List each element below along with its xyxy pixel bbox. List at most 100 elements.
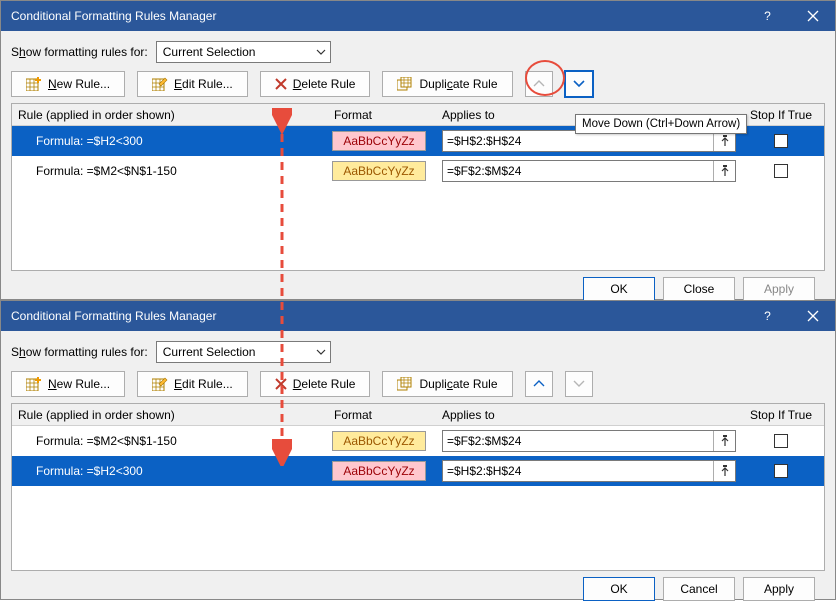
header-rule: Rule (applied in order shown) <box>16 108 332 122</box>
tooltip-move-down: Move Down (Ctrl+Down Arrow) <box>575 114 747 134</box>
stop-if-true-checkbox[interactable] <box>774 134 788 148</box>
header-format: Format <box>332 408 436 422</box>
rule-formula: Formula: =$H2<300 <box>16 464 332 478</box>
ok-button[interactable]: OK <box>583 277 655 301</box>
duplicate-rule-label: Duplicate Rule <box>419 377 497 391</box>
applies-to-field[interactable] <box>443 434 713 448</box>
range-picker-button[interactable] <box>713 161 735 181</box>
header-stop: Stop If True <box>742 108 820 122</box>
grid-header: Rule (applied in order shown) Format App… <box>12 404 824 426</box>
close-window-button[interactable] <box>790 1 835 31</box>
dialog-footer: OK Cancel Apply <box>11 571 825 607</box>
scope-value: Current Selection <box>163 345 256 359</box>
range-picker-icon <box>719 135 731 147</box>
range-picker-button[interactable] <box>713 431 735 451</box>
titlebar: Conditional Formatting Rules Manager ? <box>1 1 835 31</box>
help-button[interactable]: ? <box>745 1 790 31</box>
stop-if-true-checkbox[interactable] <box>774 464 788 478</box>
new-rule-button[interactable]: New Rule... <box>11 71 125 97</box>
rules-grid: Rule (applied in order shown) Format App… <box>11 403 825 571</box>
delete-rule-label: Delete Rule <box>293 77 356 91</box>
cancel-button[interactable]: Cancel <box>663 577 735 601</box>
close-button[interactable]: Close <box>663 277 735 301</box>
close-icon <box>807 10 819 22</box>
scope-dropdown[interactable]: Current Selection <box>156 341 331 363</box>
close-window-button[interactable] <box>790 301 835 331</box>
applies-to-input[interactable] <box>442 160 736 182</box>
format-sample: AaBbCcYyZz <box>332 431 426 451</box>
chevron-down-icon <box>316 349 326 355</box>
header-rule: Rule (applied in order shown) <box>16 408 332 422</box>
delete-rule-label: Delete Rule <box>293 377 356 391</box>
chevron-down-icon <box>573 80 585 88</box>
rule-row[interactable]: Formula: =$M2<$N$1-150 AaBbCcYyZz <box>12 426 824 456</box>
window-title: Conditional Formatting Rules Manager <box>11 309 745 323</box>
delete-rule-button[interactable]: Delete Rule <box>260 71 371 97</box>
new-rule-icon <box>26 77 42 91</box>
header-format: Format <box>332 108 436 122</box>
duplicate-icon <box>397 77 413 91</box>
scope-label: Show formatting rules for: <box>11 345 148 359</box>
scope-label: Show formatting rules for: <box>11 45 148 59</box>
stop-if-true-checkbox[interactable] <box>774 164 788 178</box>
format-sample: AaBbCcYyZz <box>332 161 426 181</box>
range-picker-icon <box>719 435 731 447</box>
edit-rule-icon <box>152 77 168 91</box>
scope-value: Current Selection <box>163 45 256 59</box>
new-rule-button[interactable]: New Rule... <box>11 371 125 397</box>
header-applies: Applies to <box>436 408 742 422</box>
new-rule-label: New Rule... <box>48 377 110 391</box>
rule-formula: Formula: =$H2<300 <box>16 134 332 148</box>
format-sample: AaBbCcYyZz <box>332 131 426 151</box>
applies-to-input[interactable] <box>442 460 736 482</box>
range-picker-icon <box>719 465 731 477</box>
new-rule-icon <box>26 377 42 391</box>
range-picker-button[interactable] <box>713 131 735 151</box>
applies-to-input[interactable] <box>442 430 736 452</box>
scope-row: Show formatting rules for: Current Selec… <box>11 341 825 363</box>
format-sample: AaBbCcYyZz <box>332 461 426 481</box>
new-rule-label: New Rule... <box>48 77 110 91</box>
delete-icon <box>275 78 287 90</box>
edit-rule-button[interactable]: Edit Rule... <box>137 371 248 397</box>
edit-rule-label: Edit Rule... <box>174 77 233 91</box>
rule-row[interactable]: Formula: =$H2<300 AaBbCcYyZz <box>12 456 824 486</box>
titlebar: Conditional Formatting Rules Manager ? <box>1 301 835 331</box>
scope-row: Show formatting rules for: Current Selec… <box>11 41 825 63</box>
chevron-down-icon <box>573 380 585 388</box>
chevron-down-icon <box>316 49 326 55</box>
scope-dropdown[interactable]: Current Selection <box>156 41 331 63</box>
duplicate-rule-button[interactable]: Duplicate Rule <box>382 71 512 97</box>
applies-to-field[interactable] <box>443 464 713 478</box>
move-down-button[interactable] <box>565 371 593 397</box>
applies-to-field[interactable] <box>443 164 713 178</box>
stop-if-true-checkbox[interactable] <box>774 434 788 448</box>
header-stop: Stop If True <box>742 408 820 422</box>
dialog-after: Conditional Formatting Rules Manager ? S… <box>0 300 836 600</box>
range-picker-button[interactable] <box>713 461 735 481</box>
delete-rule-button[interactable]: Delete Rule <box>260 371 371 397</box>
rule-row[interactable]: Formula: =$M2<$N$1-150 AaBbCcYyZz <box>12 156 824 186</box>
rule-formula: Formula: =$M2<$N$1-150 <box>16 434 332 448</box>
edit-rule-button[interactable]: Edit Rule... <box>137 71 248 97</box>
duplicate-rule-button[interactable]: Duplicate Rule <box>382 371 512 397</box>
edit-rule-label: Edit Rule... <box>174 377 233 391</box>
move-down-button[interactable] <box>565 71 593 97</box>
close-icon <box>807 310 819 322</box>
help-button[interactable]: ? <box>745 301 790 331</box>
apply-button[interactable]: Apply <box>743 577 815 601</box>
ok-button[interactable]: OK <box>583 577 655 601</box>
range-picker-icon <box>719 165 731 177</box>
window-title: Conditional Formatting Rules Manager <box>11 9 745 23</box>
duplicate-icon <box>397 377 413 391</box>
delete-icon <box>275 378 287 390</box>
apply-button[interactable]: Apply <box>743 277 815 301</box>
dialog-before: Conditional Formatting Rules Manager ? S… <box>0 0 836 300</box>
move-up-button[interactable] <box>525 71 553 97</box>
chevron-up-icon <box>533 380 545 388</box>
move-up-button[interactable] <box>525 371 553 397</box>
toolbar: New Rule... Edit Rule... Delete Rule Dup… <box>11 371 825 397</box>
rule-formula: Formula: =$M2<$N$1-150 <box>16 164 332 178</box>
applies-to-field[interactable] <box>443 134 713 148</box>
chevron-up-icon <box>533 80 545 88</box>
